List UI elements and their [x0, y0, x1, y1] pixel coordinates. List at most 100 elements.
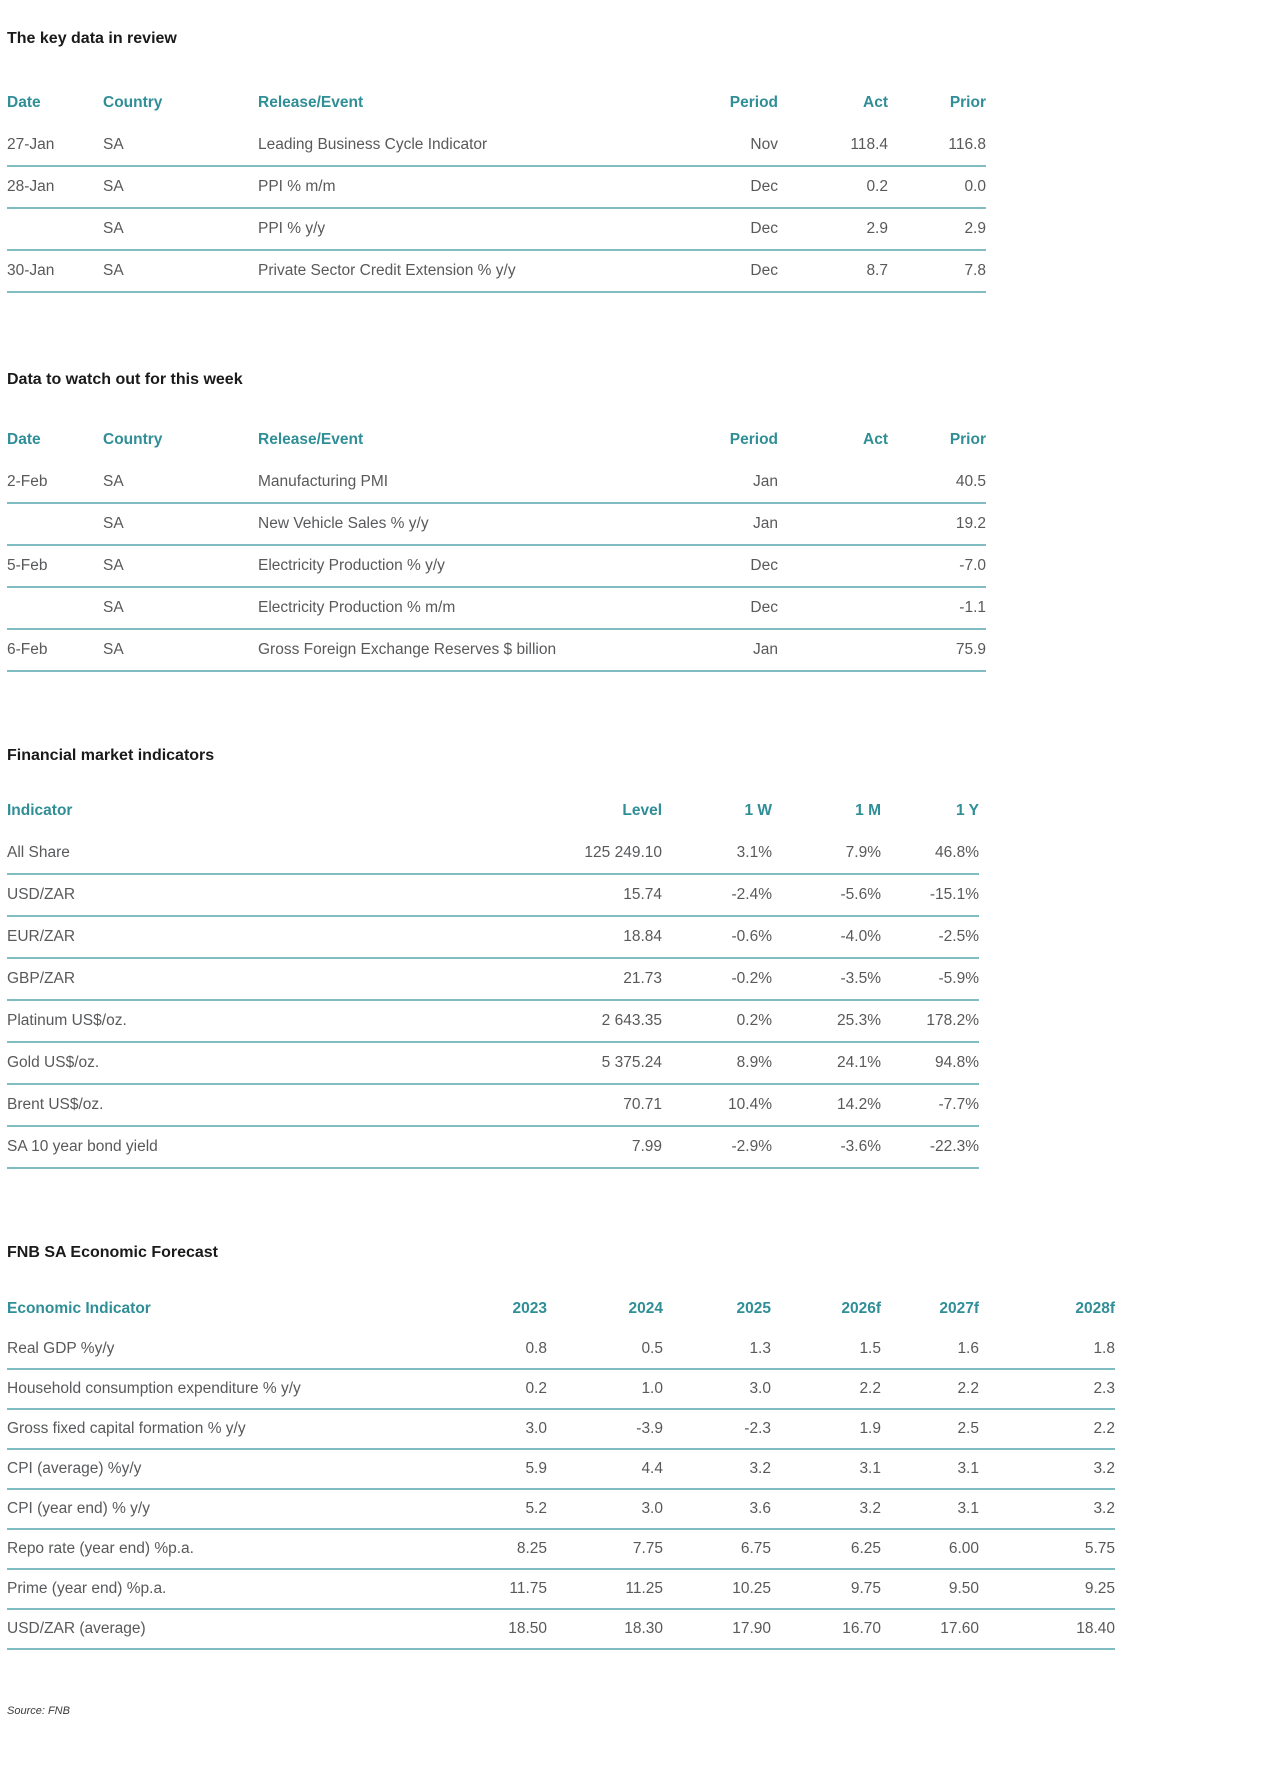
cell: 0.5 — [547, 1329, 663, 1370]
cell: 5.9 — [427, 1449, 547, 1490]
key-data-section-title: The key data in review — [7, 30, 177, 47]
table-row: CPI (year end) % y/y 5.2 3.0 3.6 3.2 3.1 3.2 — [7, 1489, 1115, 1530]
cell: 25.3% — [772, 1000, 881, 1043]
table-row: 5-Feb SA Electricity Production % y/y Dec -7… — [7, 545, 986, 588]
cell: Gross fixed capital formation % y/y — [7, 1409, 427, 1450]
table-row: Household consumption expenditure % y/y 0… — [7, 1369, 1115, 1410]
key-data-section: The key data in review Date Country Releas… — [7, 30, 1280, 293]
cell: 1.8 — [979, 1329, 1115, 1370]
cell: 0.2% — [662, 1000, 772, 1043]
cell — [778, 461, 888, 504]
table-row: 30-Jan SA Private Sector Credit Extension … — [7, 250, 986, 293]
table-row: 27-Jan SA Leading Business Cycle Indicator… — [7, 124, 986, 167]
cell: Electricity Production % y/y — [258, 545, 573, 588]
cell: 3.6 — [663, 1489, 771, 1530]
header-row: Economic Indicator 2023 2024 2025 2026f 2027f… — [7, 1289, 1115, 1329]
column-header-release-event: Release/Event — [258, 431, 364, 448]
cell: Brent US$/oz. — [7, 1084, 407, 1127]
cell: Jan — [573, 503, 778, 546]
cell: 18.30 — [547, 1609, 663, 1650]
cell: 5.75 — [979, 1529, 1115, 1570]
cell: 0.8 — [427, 1329, 547, 1370]
cell: 6.00 — [881, 1529, 979, 1570]
cell: Gross Foreign Exchange Reserves $ billio… — [258, 629, 573, 672]
market-indicators-section: Financial market indicators Indicator Lev… — [7, 747, 1280, 1169]
cell: 3.1 — [771, 1449, 881, 1490]
cell: Electricity Production % m/m — [258, 587, 573, 630]
cell: 3.1 — [881, 1489, 979, 1530]
market-indicators-section-title: Financial market indicators — [7, 747, 215, 764]
table-row: EUR/ZAR 18.84 -0.6% -4.0% -2.5% — [7, 916, 979, 959]
cell: Dec — [573, 545, 778, 588]
column-header-2024: 2024 — [628, 1300, 663, 1317]
table-row: CPI (average) %y/y 5.9 4.4 3.2 3.1 3.1 3.2 — [7, 1449, 1115, 1490]
cell: 1.9 — [771, 1409, 881, 1450]
cell: 7.8 — [888, 250, 986, 293]
cell: 3.0 — [427, 1409, 547, 1450]
cell: 6.75 — [663, 1529, 771, 1570]
cell: 8.25 — [427, 1529, 547, 1570]
cell: 9.25 — [979, 1569, 1115, 1610]
column-header-2026f: 2026f — [841, 1300, 881, 1317]
cell: 3.1 — [881, 1449, 979, 1490]
cell: 14.2% — [772, 1084, 881, 1127]
cell: 10.4% — [662, 1084, 772, 1127]
table-row: Gross fixed capital formation % y/y 3.0 -3… — [7, 1409, 1115, 1450]
column-header-indicator: Indicator — [7, 802, 73, 819]
cell: 2.2 — [979, 1409, 1115, 1450]
cell: CPI (average) %y/y — [7, 1449, 427, 1490]
cell: 116.8 — [888, 124, 986, 167]
cell: 8.7 — [778, 250, 888, 293]
cell: SA — [103, 124, 258, 167]
header-row: Indicator Level 1 W 1 M 1 Y — [7, 790, 979, 832]
cell: 46.8% — [881, 832, 979, 875]
column-header-2028f: 2028f — [1075, 1300, 1115, 1317]
column-header-country: Country — [103, 94, 163, 111]
key-data-table: Date Country Release/Event Period Act Prior 27… — [7, 82, 986, 293]
watch-week-section-title: Data to watch out for this week — [7, 371, 243, 388]
cell: EUR/ZAR — [7, 916, 407, 959]
cell: SA 10 year bond yield — [7, 1126, 407, 1169]
column-header-act: Act — [863, 94, 888, 111]
table-row: Real GDP %y/y 0.8 0.5 1.3 1.5 1.6 1.8 — [7, 1329, 1115, 1370]
column-header-date: Date — [7, 431, 41, 448]
cell: 125 249.10 — [407, 832, 662, 875]
cell: 118.4 — [778, 124, 888, 167]
cell: Platinum US$/oz. — [7, 1000, 407, 1043]
cell: Dec — [573, 250, 778, 293]
cell: 17.90 — [663, 1609, 771, 1650]
cell: PPI % y/y — [258, 208, 573, 251]
cell: -4.0% — [772, 916, 881, 959]
cell: 5-Feb — [7, 545, 103, 588]
economic-forecast-table: Economic Indicator 2023 2024 2025 2026f 2027f… — [7, 1289, 1115, 1650]
cell: Jan — [573, 461, 778, 504]
cell: 7.75 — [547, 1529, 663, 1570]
source-note: Source: FNB — [7, 1705, 70, 1717]
cell: 2-Feb — [7, 461, 103, 504]
cell — [778, 503, 888, 546]
cell: 6.25 — [771, 1529, 881, 1570]
cell: 15.74 — [407, 874, 662, 917]
cell: 10.25 — [663, 1569, 771, 1610]
cell: 0.2 — [427, 1369, 547, 1410]
cell: PPI % m/m — [258, 166, 573, 209]
table-row: SA PPI % y/y Dec 2.9 2.9 — [7, 208, 986, 251]
table-row: 6-Feb SA Gross Foreign Exchange Reserves $… — [7, 629, 986, 672]
cell: 5 375.24 — [407, 1042, 662, 1085]
cell: 75.9 — [888, 629, 986, 672]
cell: 27-Jan — [7, 124, 103, 167]
table-row: Prime (year end) %p.a. 11.75 11.25 10.25 9.7… — [7, 1569, 1115, 1610]
cell: SA — [103, 545, 258, 588]
cell: Manufacturing PMI — [258, 461, 573, 504]
cell: 24.1% — [772, 1042, 881, 1085]
cell — [7, 587, 103, 630]
cell: -2.3 — [663, 1409, 771, 1450]
cell: 11.75 — [427, 1569, 547, 1610]
cell: -3.6% — [772, 1126, 881, 1169]
cell: USD/ZAR (average) — [7, 1609, 427, 1650]
cell: SA — [103, 629, 258, 672]
cell — [778, 587, 888, 630]
cell: 2 643.35 — [407, 1000, 662, 1043]
economic-forecast-section-title: FNB SA Economic Forecast — [7, 1244, 219, 1261]
cell: 18.50 — [427, 1609, 547, 1650]
